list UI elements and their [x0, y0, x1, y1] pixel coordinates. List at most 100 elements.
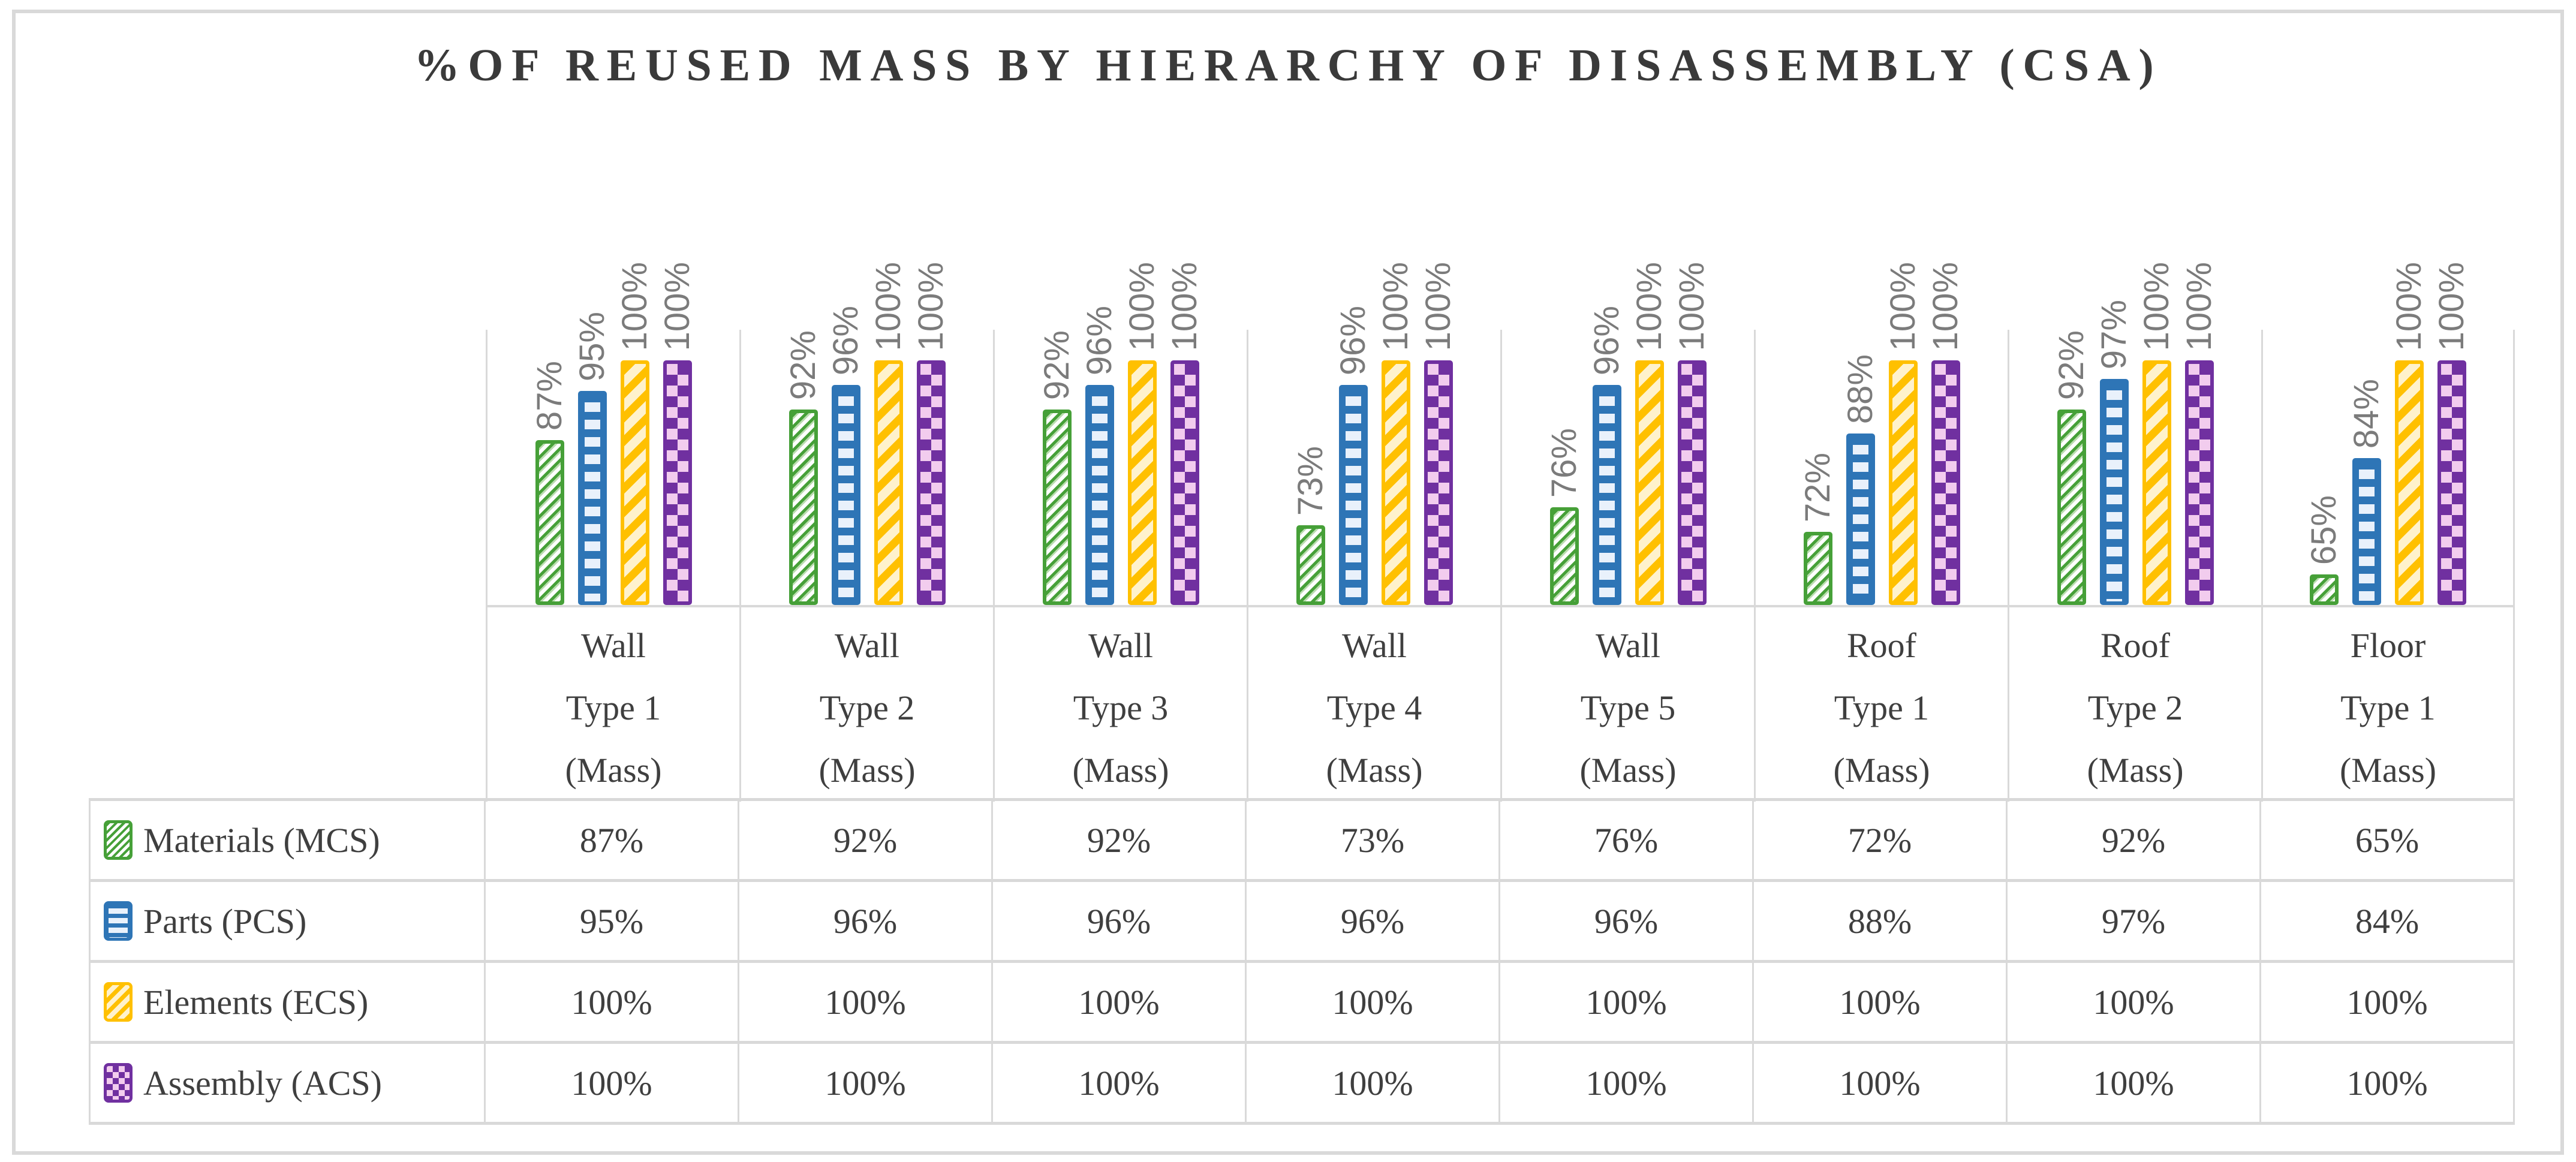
data-label: 96%	[1079, 305, 1119, 375]
data-label: 88%	[1840, 354, 1880, 424]
value-cell: 100%	[2008, 1044, 2261, 1122]
series-name: Materials (MCS)	[143, 820, 380, 860]
category-label-line: Type 1	[1834, 688, 1930, 727]
category-column: 92% 97% 100% 100%	[2008, 262, 2261, 605]
value-cell: 100%	[739, 963, 993, 1041]
category-label-line: Type 2	[2087, 688, 2183, 727]
data-label: 76%	[1544, 428, 1584, 498]
value-cell: 73%	[1247, 801, 1500, 879]
value-cell: 100%	[486, 963, 739, 1041]
value-cell: 100%	[993, 963, 1247, 1041]
bar-group: 92% 96% 100% 100%	[741, 262, 993, 605]
bar-slot: 84%	[2347, 330, 2386, 605]
value-cell: 97%	[2008, 882, 2261, 960]
data-label: 100%	[2136, 261, 2176, 351]
category-column: 92% 96% 100% 100%	[739, 262, 993, 605]
bar-parts	[2352, 458, 2381, 605]
category-label-line: Type 5	[1580, 688, 1676, 727]
bar-group: 92% 97% 100% 100%	[2009, 262, 2261, 605]
bar-slot: 95%	[573, 312, 612, 605]
data-label: 100%	[2179, 261, 2219, 351]
bar-assembly	[663, 360, 692, 605]
category-label-line: Wall	[834, 626, 900, 665]
data-label: 84%	[2347, 378, 2386, 448]
value-cell: 95%	[486, 882, 739, 960]
category-label-line: (Mass)	[818, 751, 916, 790]
blue-horizontal-dash-swatch-icon	[104, 901, 133, 941]
value-cell: 100%	[1754, 963, 2008, 1041]
bar-materials	[2310, 574, 2339, 605]
value-cell: 72%	[1754, 801, 2008, 879]
value-cell: 100%	[1500, 963, 1754, 1041]
bar-assembly	[1424, 360, 1453, 605]
series-name: Elements (ECS)	[143, 982, 369, 1022]
category-label-line: Wall	[580, 626, 646, 665]
data-label: 97%	[2094, 299, 2133, 369]
series-data-table: Materials (MCS) 87% 92% 92% 73% 76% 72% 92% 65% P…	[89, 798, 2515, 1125]
category-label-line: Floor	[2350, 626, 2426, 665]
category-column: 73% 96% 100% 100%	[1247, 262, 1500, 605]
legend-cell-assembly: Assembly (ACS)	[89, 1044, 486, 1122]
value-cell: 96%	[739, 882, 993, 960]
value-cell: 100%	[1500, 1044, 1754, 1122]
series-name: Parts (PCS)	[143, 901, 307, 941]
bar-slot: 100%	[1376, 262, 1415, 605]
bar-slot: 76%	[1545, 330, 1584, 605]
legend-cell-elements: Elements (ECS)	[89, 963, 486, 1041]
bar-slot: 100%	[1926, 262, 1965, 605]
bar-assembly	[2184, 360, 2214, 605]
bar-parts	[831, 385, 860, 605]
category-column: 65% 84% 100% 100%	[2261, 262, 2515, 605]
category-label-line: Type 1	[565, 688, 661, 727]
value-cell: 88%	[1754, 882, 2008, 960]
bar-group: 76% 96% 100% 100%	[1502, 262, 1754, 605]
category-label-line: Type 4	[1326, 688, 1422, 727]
legend-cell-parts: Parts (PCS)	[89, 882, 486, 960]
chart-title: %OF REUSED MASS BY HIERARCHY OF DISASSEM…	[414, 40, 2162, 91]
data-label: 100%	[2390, 261, 2428, 351]
data-label: 92%	[2051, 330, 2091, 400]
bar-slot: 100%	[2137, 262, 2176, 605]
bar-slot: 100%	[658, 262, 697, 605]
data-label: 96%	[826, 305, 865, 375]
value-cell: 100%	[739, 1044, 993, 1122]
bar-group: 73% 96% 100% 100%	[1248, 262, 1500, 605]
category-label-line: Wall	[1088, 626, 1154, 665]
bar-materials	[1042, 410, 1072, 605]
bar-slot: 100%	[1630, 262, 1669, 605]
bar-slot: 100%	[1672, 262, 1711, 605]
bar-slot: 72%	[1798, 330, 1837, 605]
category-label-line: Wall	[1595, 626, 1661, 665]
category-column: 72% 88% 100% 100%	[1754, 262, 2008, 605]
category-label: Wall Type 3 (Mass)	[993, 607, 1247, 802]
category-label-line: (Mass)	[565, 751, 662, 790]
bar-materials	[2057, 410, 2086, 605]
plot-area: 87% 95% 100% 100% 92% 96% 100% 100% 92% 96% 100% 10…	[486, 262, 2515, 605]
bar-slot: 100%	[615, 262, 654, 605]
bar-parts	[1592, 385, 1621, 605]
value-cell: 100%	[993, 1044, 1247, 1122]
bar-materials	[1549, 507, 1579, 605]
bar-slot: 96%	[1587, 306, 1626, 605]
bar-slot: 88%	[1841, 330, 1880, 605]
category-label: Floor Type 1 (Mass)	[2261, 607, 2515, 802]
bar-group: 92% 96% 100% 100%	[995, 262, 1247, 605]
table-row-assembly: Assembly (ACS) 100% 100% 100% 100% 100% 100% 10…	[89, 1041, 2515, 1125]
bar-slot: 92%	[2052, 330, 2091, 605]
data-label: 100%	[1925, 261, 1965, 351]
bar-slot: 100%	[1883, 262, 1922, 605]
value-cell: 92%	[739, 801, 993, 879]
bar-slot: 92%	[784, 330, 823, 605]
bar-slot: 100%	[2180, 262, 2219, 605]
category-label: Wall Type 2 (Mass)	[739, 607, 993, 802]
bar-parts	[577, 391, 607, 605]
data-label: 100%	[1672, 261, 1711, 351]
category-label-line: (Mass)	[1072, 751, 1169, 790]
bar-assembly	[1677, 360, 1707, 605]
bar-slot: 100%	[1419, 262, 1458, 605]
bar-parts	[1085, 385, 1114, 605]
data-label: 100%	[1164, 261, 1204, 351]
bar-materials	[789, 410, 818, 605]
value-cell: 100%	[2008, 963, 2261, 1041]
